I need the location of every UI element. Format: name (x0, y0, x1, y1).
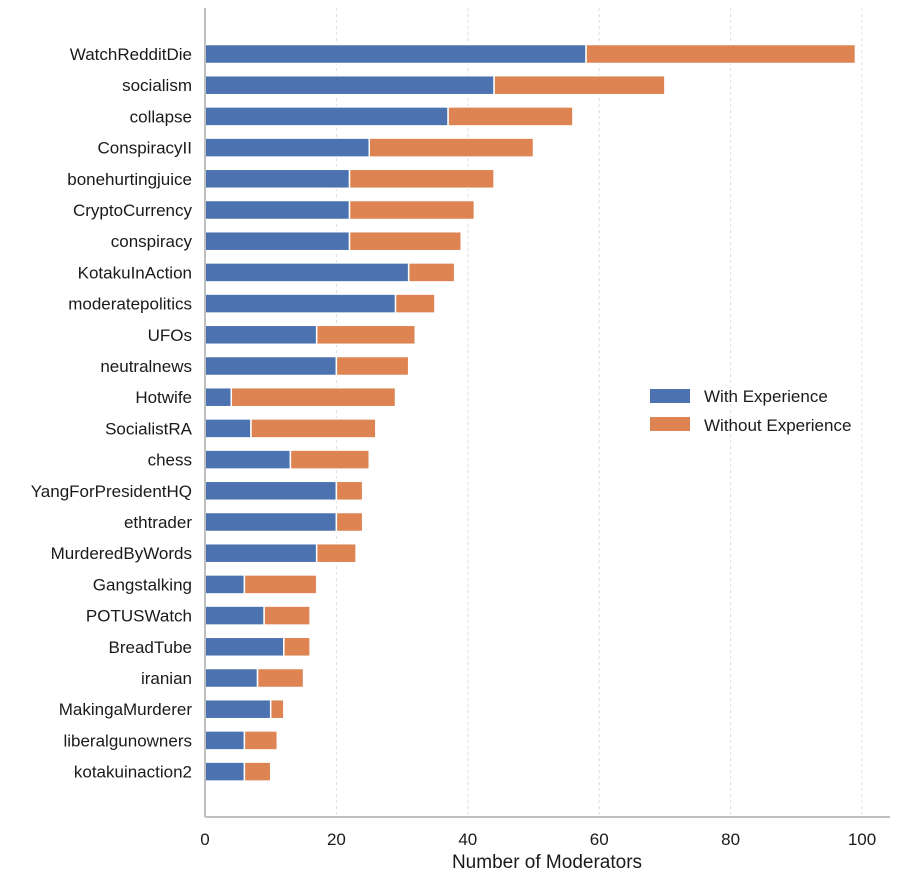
category-label-neutralnews: neutralnews (100, 357, 192, 376)
bar-Gangstalking-with-experience (204, 574, 246, 595)
category-label-UFOs: UFOs (148, 326, 192, 345)
bar-CryptoCurrency-without-experience (348, 199, 476, 221)
bar-iranian-with-experience (204, 667, 259, 689)
category-label-moderatepolitics: moderatepolitics (68, 295, 192, 314)
x-tick-label-60: 60 (590, 830, 609, 849)
category-label-chess: chess (148, 451, 192, 470)
bar-chess-with-experience (204, 449, 292, 470)
bar-KotakuInAction-without-experience (407, 262, 456, 283)
bar-socialism-without-experience (493, 74, 666, 96)
bar-MakingaMurderer-without-experience (269, 698, 285, 720)
bar-moderatepolitics-without-experience (394, 293, 436, 314)
category-label-MakingaMurderer: MakingaMurderer (59, 700, 193, 719)
bar-socialism-with-experience (204, 74, 495, 96)
bar-MakingaMurderer-with-experience (204, 698, 272, 720)
bar-WatchRedditDie-with-experience (204, 43, 587, 65)
category-label-socialism: socialism (122, 76, 192, 95)
bar-BreadTube-with-experience (204, 636, 285, 658)
bar-WatchRedditDie-without-experience (585, 43, 857, 65)
x-tick-label-0: 0 (200, 830, 209, 849)
bar-chess-without-experience (289, 449, 370, 470)
bar-POTUSWatch-without-experience (263, 605, 311, 626)
x-tick-label-100: 100 (848, 830, 876, 849)
category-label-Hotwife: Hotwife (135, 388, 192, 407)
bar-moderatepolitics-with-experience (204, 293, 397, 314)
bar-neutralnews-with-experience (204, 355, 338, 377)
bar-Hotwife-with-experience (204, 386, 233, 408)
legend-label-with-experience: With Experience (704, 387, 828, 406)
bar-YangForPresidentHQ-with-experience (204, 480, 338, 502)
x-tick-label-80: 80 (721, 830, 740, 849)
bar-Hotwife-without-experience (230, 386, 397, 408)
bar-bonehurtingjuice-with-experience (204, 168, 351, 190)
bar-SocialistRA-with-experience (204, 418, 252, 439)
bar-conspiracy-without-experience (348, 230, 462, 252)
category-label-YangForPresidentHQ: YangForPresidentHQ (31, 482, 192, 501)
bar-SocialistRA-without-experience (250, 418, 377, 439)
legend-label-without-experience: Without Experience (704, 416, 851, 435)
bar-collapse-with-experience (204, 106, 449, 127)
category-label-ethtrader: ethtrader (124, 513, 192, 532)
category-label-collapse: collapse (130, 107, 192, 126)
category-label-KotakuInAction: KotakuInAction (78, 263, 192, 282)
bar-UFOs-with-experience (204, 324, 318, 346)
category-label-Gangstalking: Gangstalking (93, 575, 192, 594)
category-label-liberalgunowners: liberalgunowners (63, 731, 192, 750)
category-label-ConspiracyII: ConspiracyII (98, 139, 192, 158)
x-axis-title: Number of Moderators (452, 852, 642, 873)
bar-iranian-without-experience (256, 667, 305, 689)
bar-collapse-without-experience (447, 106, 574, 127)
category-label-kotakuinaction2: kotakuinaction2 (74, 763, 192, 782)
category-label-BreadTube: BreadTube (109, 638, 192, 657)
category-label-POTUSWatch: POTUSWatch (86, 607, 192, 626)
bar-ethtrader-with-experience (204, 511, 338, 533)
bar-liberalgunowners-with-experience (204, 730, 246, 751)
category-label-CryptoCurrency: CryptoCurrency (73, 201, 193, 220)
bars (204, 43, 857, 782)
bar-bonehurtingjuice-without-experience (348, 168, 495, 190)
grid-lines (204, 8, 863, 817)
x-tick-labels: 0 20 40 60 80 100 (200, 830, 876, 849)
bar-UFOs-without-experience (315, 324, 416, 346)
legend-swatch-with-experience (650, 389, 690, 403)
category-label-conspiracy: conspiracy (111, 232, 193, 251)
bar-KotakuInAction-with-experience (204, 262, 410, 283)
bar-neutralnews-without-experience (335, 355, 410, 377)
bar-kotakuinaction2-without-experience (243, 761, 272, 782)
category-label-SocialistRA: SocialistRA (105, 419, 193, 438)
category-label-MurderedByWords: MurderedByWords (51, 544, 192, 563)
x-tick-label-40: 40 (458, 830, 477, 849)
category-label-bonehurtingjuice: bonehurtingjuice (67, 170, 192, 189)
legend: With Experience Without Experience (650, 387, 851, 435)
category-labels: WatchRedditDie socialism collapse Conspirac… (31, 45, 193, 782)
bar-MurderedByWords-without-experience (315, 542, 357, 564)
bar-kotakuinaction2-with-experience (204, 761, 246, 782)
x-tick-label-20: 20 (327, 830, 346, 849)
legend-swatch-without-experience (650, 417, 690, 431)
bar-liberalgunowners-without-experience (243, 730, 279, 751)
bar-ConspiracyII-without-experience (368, 137, 535, 158)
bar-YangForPresidentHQ-without-experience (335, 480, 364, 502)
category-label-iranian: iranian (141, 669, 192, 688)
bar-Gangstalking-without-experience (243, 574, 318, 595)
bar-CryptoCurrency-with-experience (204, 199, 351, 221)
bar-conspiracy-with-experience (204, 230, 351, 252)
bar-ethtrader-without-experience (335, 511, 364, 533)
category-label-WatchRedditDie: WatchRedditDie (70, 45, 192, 64)
bar-MurderedByWords-with-experience (204, 542, 318, 564)
bar-POTUSWatch-with-experience (204, 605, 265, 626)
bar-ConspiracyII-with-experience (204, 137, 370, 158)
bar-BreadTube-without-experience (283, 636, 311, 658)
